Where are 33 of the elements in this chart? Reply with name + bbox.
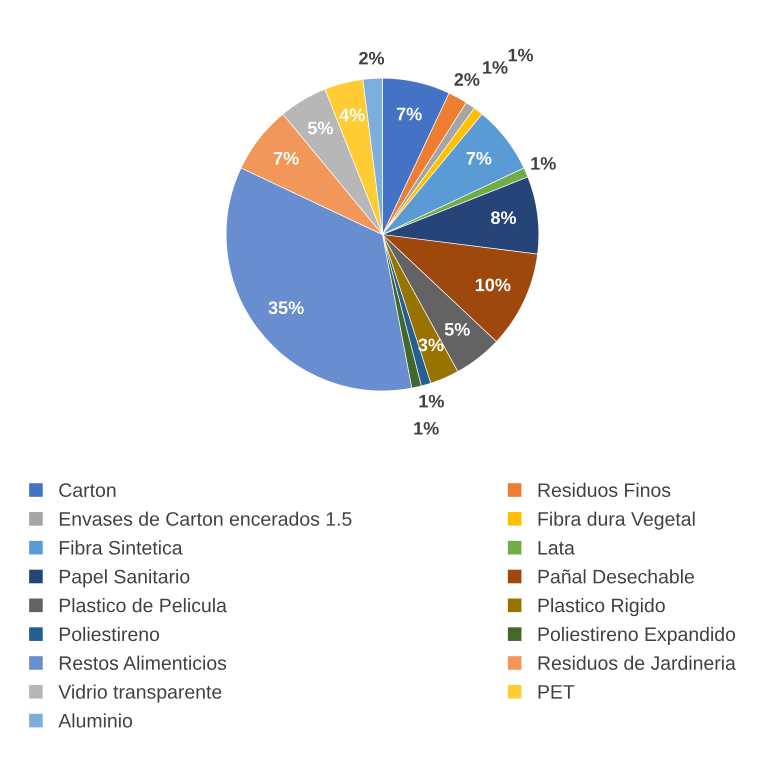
legend-label: Vidrio transparente xyxy=(58,684,222,703)
data-label: 7% xyxy=(396,108,422,120)
data-label: 5% xyxy=(444,323,470,336)
data-label: 1% xyxy=(531,157,556,170)
data-label: 2% xyxy=(359,52,384,65)
data-label: 8% xyxy=(491,211,516,224)
legend-label: Envases de Carton encerados 1.5 xyxy=(60,512,352,526)
data-label: 1% xyxy=(508,48,534,62)
legend-label: Poliestireno xyxy=(60,626,160,642)
data-label: 10% xyxy=(476,278,510,292)
legend-label: Lata xyxy=(538,541,575,555)
legend-label: Pañal Desechable xyxy=(538,569,694,584)
data-label: 1% xyxy=(483,61,508,74)
data-label: 2% xyxy=(454,73,480,86)
data-label: 1% xyxy=(414,422,439,435)
data-label: 7% xyxy=(466,152,492,165)
legend-label: PET xyxy=(538,685,574,699)
legend-label: Plastico de Pelicula xyxy=(60,598,227,612)
legend-label: Carton xyxy=(59,483,116,498)
data-label: 35% xyxy=(268,301,304,314)
legend-label: Papel Sanitario xyxy=(60,569,190,588)
data-label: 1% xyxy=(419,394,444,408)
legend-label: Aluminio xyxy=(58,713,132,728)
data-label: 5% xyxy=(308,122,333,134)
legend-label: Plastico Rigido xyxy=(538,598,665,616)
legend-label: Restos Alimenticios xyxy=(60,656,226,670)
data-label: 7% xyxy=(274,152,299,165)
legend-label: Residuos de Jardineria xyxy=(538,656,736,670)
legend-label: Fibra Sintetica xyxy=(60,540,183,555)
legend-label: Fibra dura Vegetal xyxy=(538,512,695,530)
legend-label: Poliestireno Expandido xyxy=(538,626,736,645)
data-label: 4% xyxy=(339,108,365,122)
legend-label: Residuos Finos xyxy=(538,482,670,498)
